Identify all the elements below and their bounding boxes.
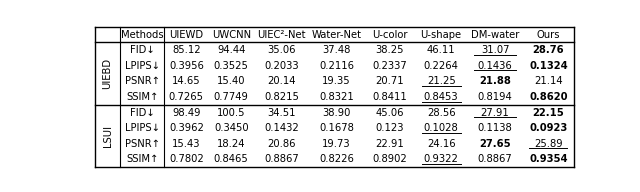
Text: 100.5: 100.5 — [217, 108, 246, 118]
Text: 0.7749: 0.7749 — [214, 92, 248, 102]
Text: 0.8321: 0.8321 — [319, 92, 354, 102]
Text: 31.07: 31.07 — [481, 45, 509, 55]
Text: 20.71: 20.71 — [375, 76, 404, 86]
Text: 15.43: 15.43 — [172, 139, 200, 149]
Text: 20.14: 20.14 — [268, 76, 296, 86]
Text: SSIM↑: SSIM↑ — [126, 92, 158, 102]
Text: 0.8215: 0.8215 — [264, 92, 299, 102]
Text: UWCNN: UWCNN — [212, 30, 251, 40]
Text: 0.8465: 0.8465 — [214, 154, 248, 164]
Text: PSNR↑: PSNR↑ — [125, 76, 159, 86]
Text: 28.76: 28.76 — [532, 45, 564, 55]
Text: 0.8226: 0.8226 — [319, 154, 354, 164]
Text: LSUI: LSUI — [102, 125, 113, 147]
Text: 46.11: 46.11 — [427, 45, 456, 55]
Text: SSIM↑: SSIM↑ — [126, 154, 158, 164]
Text: 21.14: 21.14 — [534, 76, 563, 86]
Text: 19.73: 19.73 — [323, 139, 351, 149]
Text: 0.8411: 0.8411 — [372, 92, 407, 102]
Text: LPIPS↓: LPIPS↓ — [125, 61, 159, 71]
Text: 0.3956: 0.3956 — [169, 61, 204, 71]
Text: 0.1678: 0.1678 — [319, 123, 354, 133]
Text: 0.2264: 0.2264 — [424, 61, 459, 71]
Text: 18.24: 18.24 — [217, 139, 246, 149]
Text: 0.8902: 0.8902 — [372, 154, 407, 164]
Text: 35.06: 35.06 — [268, 45, 296, 55]
Text: 19.35: 19.35 — [323, 76, 351, 86]
Text: 38.25: 38.25 — [376, 45, 404, 55]
Text: FID↓: FID↓ — [130, 108, 154, 118]
Text: 0.3962: 0.3962 — [169, 123, 204, 133]
Text: 0.7265: 0.7265 — [169, 92, 204, 102]
Text: 0.9322: 0.9322 — [424, 154, 459, 164]
Text: 85.12: 85.12 — [172, 45, 201, 55]
Text: 15.40: 15.40 — [217, 76, 246, 86]
Text: 98.49: 98.49 — [172, 108, 200, 118]
Text: 0.1028: 0.1028 — [424, 123, 458, 133]
Text: U-shape: U-shape — [420, 30, 461, 40]
Text: PSNR↑: PSNR↑ — [125, 139, 159, 149]
Text: FID↓: FID↓ — [130, 45, 154, 55]
Text: 22.91: 22.91 — [375, 139, 404, 149]
Text: 25.89: 25.89 — [534, 139, 563, 149]
Text: 37.48: 37.48 — [323, 45, 351, 55]
Text: 34.51: 34.51 — [268, 108, 296, 118]
Text: 0.1138: 0.1138 — [477, 123, 513, 133]
Text: 0.1436: 0.1436 — [477, 61, 513, 71]
Text: 14.65: 14.65 — [172, 76, 201, 86]
Text: 0.8194: 0.8194 — [477, 92, 513, 102]
Text: 24.16: 24.16 — [427, 139, 456, 149]
Text: UIEWD: UIEWD — [170, 30, 204, 40]
Text: 0.2116: 0.2116 — [319, 61, 354, 71]
Text: 20.86: 20.86 — [268, 139, 296, 149]
Text: 38.90: 38.90 — [323, 108, 351, 118]
Text: 45.06: 45.06 — [376, 108, 404, 118]
Text: 0.8867: 0.8867 — [477, 154, 513, 164]
Text: 28.56: 28.56 — [427, 108, 456, 118]
Text: 0.3450: 0.3450 — [214, 123, 248, 133]
Text: 0.7802: 0.7802 — [169, 154, 204, 164]
Text: UIEC²-Net: UIEC²-Net — [257, 30, 306, 40]
Text: 94.44: 94.44 — [217, 45, 245, 55]
Text: 21.88: 21.88 — [479, 76, 511, 86]
Text: 27.91: 27.91 — [481, 108, 509, 118]
Text: 0.1432: 0.1432 — [264, 123, 299, 133]
Text: 0.3525: 0.3525 — [214, 61, 248, 71]
Text: 21.25: 21.25 — [427, 76, 456, 86]
Text: 0.2033: 0.2033 — [264, 61, 299, 71]
Text: U-color: U-color — [372, 30, 408, 40]
Text: 0.9354: 0.9354 — [529, 154, 568, 164]
Text: UIEBD: UIEBD — [102, 58, 113, 89]
Text: Methods: Methods — [121, 30, 163, 40]
Text: 27.65: 27.65 — [479, 139, 511, 149]
Text: DM-water: DM-water — [471, 30, 519, 40]
Text: 22.15: 22.15 — [532, 108, 564, 118]
Text: LPIPS↓: LPIPS↓ — [125, 123, 159, 133]
Text: 0.0923: 0.0923 — [529, 123, 568, 133]
Text: 0.2337: 0.2337 — [372, 61, 407, 71]
Text: 0.123: 0.123 — [376, 123, 404, 133]
Text: 0.8867: 0.8867 — [264, 154, 299, 164]
Text: Ours: Ours — [536, 30, 560, 40]
Text: Water-Net: Water-Net — [312, 30, 362, 40]
Text: 0.1324: 0.1324 — [529, 61, 568, 71]
Text: 0.8620: 0.8620 — [529, 92, 568, 102]
Text: 0.8453: 0.8453 — [424, 92, 458, 102]
